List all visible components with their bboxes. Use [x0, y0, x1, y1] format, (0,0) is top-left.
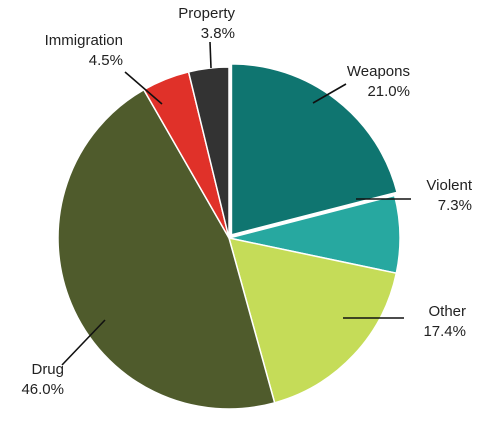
- pie-slice-weapons: [230, 63, 398, 236]
- slice-value-drug: 46.0%: [21, 381, 64, 398]
- leader-line-weapons: [312, 83, 347, 104]
- slice-label-violent: Violent: [426, 177, 472, 194]
- slice-label-property: Property: [178, 5, 235, 22]
- slice-label-drug: Drug: [31, 361, 64, 378]
- leader-line-immigration: [124, 71, 163, 105]
- leader-line-drug: [61, 319, 106, 366]
- slice-label-immigration: Immigration: [45, 32, 123, 49]
- pie-slices: [57, 63, 401, 410]
- slice-labels: Weapons 21.0% Violent 7.3% Other 17.4% D…: [21, 5, 472, 398]
- slice-value-weapons: 21.0%: [367, 83, 410, 100]
- leader-lines: [61, 41, 411, 366]
- slice-value-other: 17.4%: [423, 323, 466, 340]
- slice-value-immigration: 4.5%: [89, 52, 123, 69]
- pie-slice-drug: [57, 88, 276, 410]
- slice-value-violent: 7.3%: [438, 197, 472, 214]
- leader-line-property: [209, 41, 212, 69]
- pie-slice-property: [187, 66, 230, 239]
- slice-value-property: 3.8%: [201, 25, 235, 42]
- slice-label-other: Other: [428, 303, 466, 320]
- slice-label-weapons: Weapons: [347, 63, 410, 80]
- pie-slice-other: [227, 237, 398, 404]
